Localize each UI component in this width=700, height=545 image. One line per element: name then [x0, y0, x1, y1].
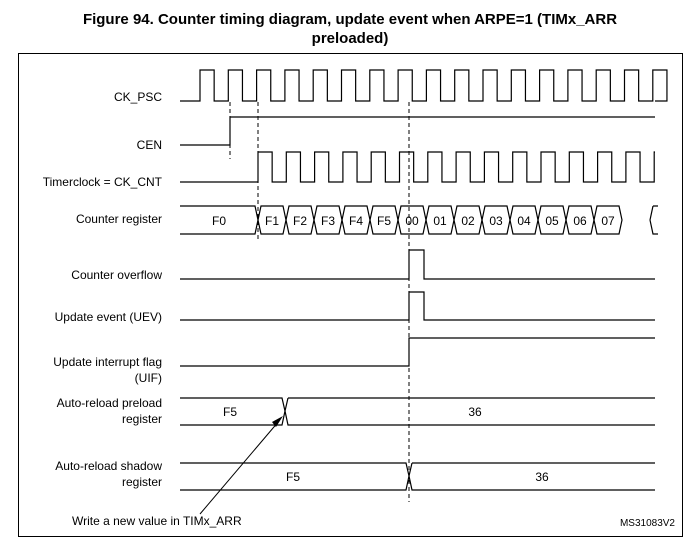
counter-value: F5: [377, 214, 391, 228]
annotation-text: Write a new value in TIMx_ARR: [72, 514, 242, 528]
preload-value: F5: [223, 405, 237, 419]
shadow-cell: [408, 462, 655, 491]
counter-cell: [537, 205, 567, 235]
preload-value: 36: [468, 405, 482, 419]
label-ck-psc: CK_PSC: [114, 90, 162, 104]
counter-value: 07: [601, 214, 615, 228]
figure-title-line-2: preloaded): [311, 30, 389, 47]
figure-id: MS31083V2: [620, 518, 675, 529]
signal-labels: CK_PSC CEN Timerclock = CK_CNT Counter r…: [43, 90, 163, 489]
annotation-arrow: [199, 416, 283, 515]
uif-waveform: [180, 337, 655, 367]
label-timerclock: Timerclock = CK_CNT: [43, 175, 163, 189]
label-arr-shadow-line1: Auto-reload shadow: [55, 459, 162, 473]
counter-cell: [481, 205, 511, 235]
register-values: F0 F1 F2 F3 F4 F5 00 01 02 03 04 05 06 07 F5 36 F5 36: [212, 214, 615, 484]
cen-waveform: [180, 116, 655, 146]
waveforms: [180, 69, 668, 491]
counter-value: 03: [489, 214, 503, 228]
counter-value: F1: [265, 214, 279, 228]
preload-cell: [284, 397, 655, 426]
counter-cell: [257, 205, 287, 235]
label-cen: CEN: [137, 138, 162, 152]
label-arr-preload-line2: register: [122, 412, 162, 426]
counter-value: 04: [517, 214, 531, 228]
ck-psc-waveform: [180, 69, 668, 102]
label-uif-line1: Update interrupt flag: [53, 355, 162, 369]
label-arr-shadow-line2: register: [122, 475, 162, 489]
counter-cell: [453, 205, 483, 235]
shadow-value: F5: [286, 470, 300, 484]
counter-cell: [593, 205, 623, 235]
label-counter-register: Counter register: [76, 212, 162, 226]
figure-title: Figure 94. Counter timing diagram, updat…: [0, 10, 700, 48]
dashed-markers: [229, 102, 410, 502]
counter-cell: [369, 205, 399, 235]
counter-tail: [649, 205, 658, 235]
counter-value: F4: [349, 214, 363, 228]
label-uif-line2: (UIF): [135, 371, 162, 385]
counter-value: F2: [293, 214, 307, 228]
shadow-value: 36: [535, 470, 549, 484]
counter-value: F0: [212, 214, 226, 228]
counter-overflow-waveform: [180, 249, 655, 280]
counter-cell: [425, 205, 455, 235]
counter-value: 01: [433, 214, 447, 228]
counter-value: 06: [573, 214, 587, 228]
label-uev: Update event (UEV): [55, 310, 162, 324]
label-arr-preload-line1: Auto-reload preload: [57, 396, 162, 410]
uev-waveform: [180, 291, 655, 321]
counter-value: 05: [545, 214, 559, 228]
counter-cell: [341, 205, 371, 235]
counter-cell: [509, 205, 539, 235]
timerclock-waveform: [180, 151, 655, 183]
figure-title-line-1: Figure 94. Counter timing diagram, updat…: [82, 11, 618, 28]
counter-value: 00: [405, 214, 419, 228]
counter-cell: [313, 205, 343, 235]
counter-cell: [285, 205, 315, 235]
diagram-frame: [18, 53, 683, 537]
counter-value: F3: [321, 214, 335, 228]
label-counter-overflow: Counter overflow: [71, 268, 162, 282]
counter-value: 02: [461, 214, 475, 228]
counter-cell: [565, 205, 595, 235]
counter-cell: [397, 205, 427, 235]
